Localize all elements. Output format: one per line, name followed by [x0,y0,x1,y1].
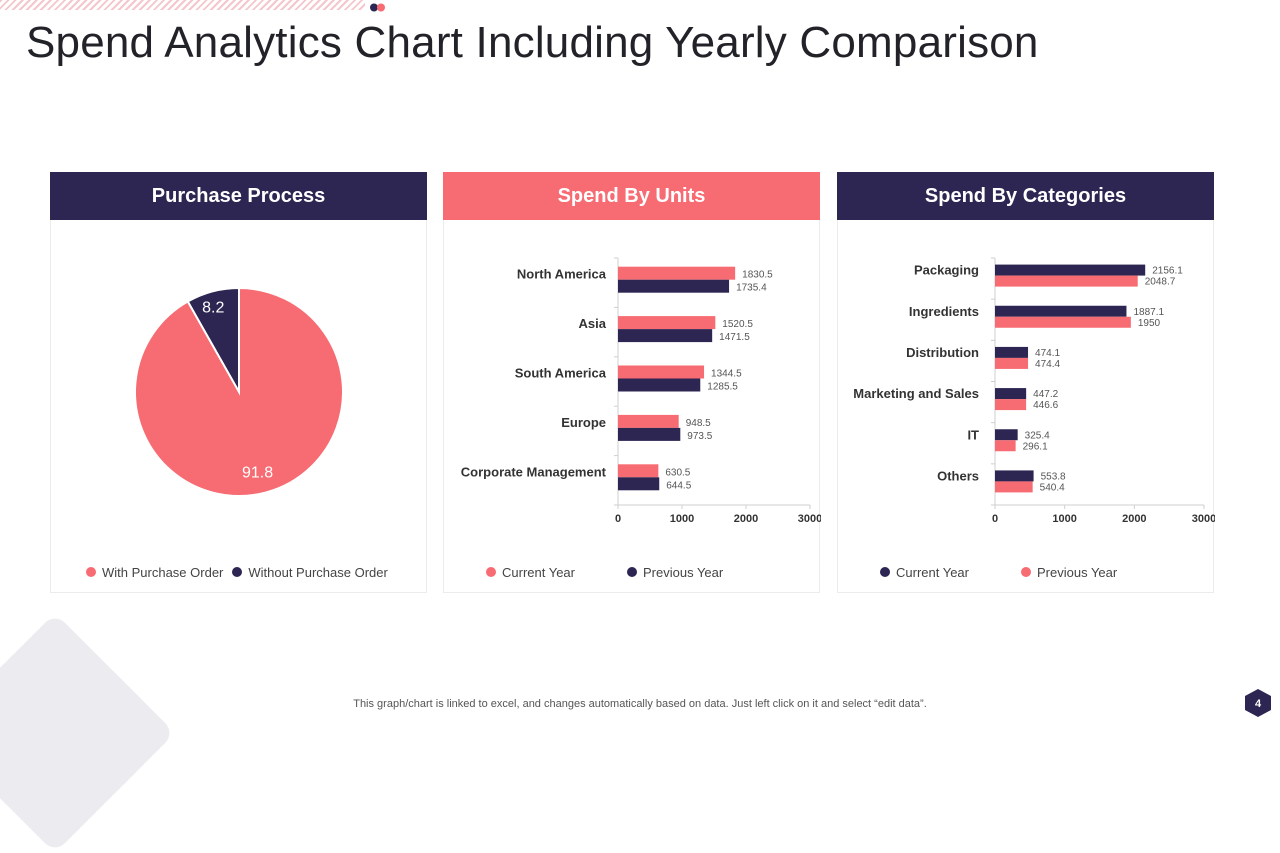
x-tick-label: 0 [992,513,998,525]
bar-asia-previous-year[interactable] [618,329,713,343]
hexagon-icon [1245,689,1271,717]
category-label-it: IT [967,427,979,442]
data-label-packaging-current-year: 2156.1 [1152,266,1183,277]
bar-packaging-current-year[interactable] [995,264,1146,276]
x-tick-label: 1000 [670,513,694,525]
units-bar-chart[interactable]: 0 1000 2000 3000 North America 1830.5 1735.4 As… [444,220,822,560]
legend-with-po: With Purchase Order [86,565,223,580]
category-label-others: Others [937,468,979,483]
x-tick-label: 3000 [798,513,821,525]
legend-previous-year: Previous Year [627,565,723,580]
pie-slice-with-purchase-order[interactable] [134,286,344,497]
bar-marketing-and-sales-previous-year[interactable] [995,399,1027,411]
category-label-europe: Europe [561,415,606,430]
bar-packaging-previous-year[interactable] [995,275,1138,287]
bar-it-current-year[interactable] [995,429,1018,441]
category-label-north-america: North America [517,267,607,282]
category-label-corporate-management: Corporate Management [461,464,607,479]
data-label-marketing-and-sales-current-year: 447.2 [1033,389,1058,400]
legend-current-year: Current Year [486,565,575,580]
decorative-shape [0,612,176,853]
units-legend: Current Year Previous Year [486,564,723,580]
pie-label-with-purchase-order: 91.8 [242,464,273,481]
bar-distribution-previous-year[interactable] [995,357,1029,369]
x-tick-label: 3000 [1192,513,1215,525]
data-label-marketing-and-sales-previous-year: 446.6 [1033,400,1058,411]
category-label-ingredients: Ingredients [909,304,979,319]
bar-north-america-previous-year[interactable] [618,279,730,293]
x-tick-label: 2000 [1122,513,1146,525]
legend-current-year: Current Year [880,565,969,580]
data-label-asia-previous-year: 1471.5 [719,332,750,343]
legend-without-po: Without Purchase Order [232,565,388,580]
data-label-europe-previous-year: 973.5 [687,431,712,442]
data-label-packaging-previous-year: 2048.7 [1145,277,1176,288]
data-label-north-america-current-year: 1830.5 [742,270,773,281]
data-label-ingredients-previous-year: 1950 [1138,318,1161,329]
pie-label-without-purchase-order: 8.2 [202,300,224,317]
data-label-distribution-previous-year: 474.4 [1035,359,1060,370]
x-tick-label: 1000 [1052,513,1076,525]
bar-others-previous-year[interactable] [995,481,1033,493]
decorative-dots [370,3,385,12]
decorative-stripe [0,0,365,10]
data-label-it-previous-year: 296.1 [1023,441,1048,452]
bar-south-america-current-year[interactable] [618,365,705,379]
page-title: Spend Analytics Chart Including Yearly C… [26,18,1039,67]
purchase-process-header: Purchase Process [50,172,427,220]
spend-by-categories-header: Spend By Categories [837,172,1214,220]
bar-it-previous-year[interactable] [995,440,1016,452]
data-label-europe-current-year: 948.5 [686,418,711,429]
bar-ingredients-previous-year[interactable] [995,316,1131,328]
data-label-distribution-current-year: 474.1 [1035,348,1060,359]
category-label-south-america: South America [515,366,607,381]
data-label-others-previous-year: 540.4 [1040,482,1065,493]
bar-europe-previous-year[interactable] [618,427,681,441]
page-number-badge: 4 [1243,688,1273,718]
bar-others-current-year[interactable] [995,470,1034,482]
data-label-south-america-current-year: 1344.5 [711,369,742,380]
legend-previous-year: Previous Year [1021,565,1117,580]
data-label-ingredients-current-year: 1887.1 [1133,307,1164,318]
purchase-process-panel: 8.2 91.8 [50,220,427,593]
page-number: 4 [1254,698,1262,710]
bar-corporate-management-current-year[interactable] [618,464,659,478]
category-label-asia: Asia [579,316,607,331]
bar-corporate-management-previous-year[interactable] [618,477,660,491]
data-label-corporate-management-previous-year: 644.5 [666,480,691,491]
category-label-marketing-and-sales: Marketing and Sales [853,386,979,401]
categories-legend: Current Year Previous Year [880,564,1117,580]
spend-by-categories-panel: 0 1000 2000 3000 Packaging 2156.1 2048.7 Ingred… [837,220,1216,593]
data-label-corporate-management-current-year: 630.5 [665,467,690,478]
category-label-packaging: Packaging [914,263,979,278]
bar-europe-current-year[interactable] [618,414,679,428]
bar-distribution-current-year[interactable] [995,346,1029,358]
data-label-asia-current-year: 1520.5 [722,319,753,330]
bar-asia-current-year[interactable] [618,316,716,330]
data-label-north-america-previous-year: 1735.4 [736,283,767,294]
spend-by-units-header: Spend By Units [443,172,820,220]
x-tick-label: 2000 [734,513,758,525]
data-label-others-current-year: 553.8 [1041,471,1066,482]
pie-chart[interactable]: 8.2 91.8 [51,220,428,560]
bar-north-america-current-year[interactable] [618,266,736,280]
pie-legend: With Purchase Order Without Purchase Ord… [86,564,388,580]
spend-by-units-panel: 0 1000 2000 3000 North America 1830.5 1735.4 As… [443,220,822,593]
x-tick-label: 0 [615,513,621,525]
bar-south-america-previous-year[interactable] [618,378,701,392]
category-label-distribution: Distribution [906,345,979,360]
data-label-it-current-year: 325.4 [1025,430,1050,441]
bar-marketing-and-sales-current-year[interactable] [995,388,1027,400]
bar-ingredients-current-year[interactable] [995,305,1127,317]
data-label-south-america-previous-year: 1285.5 [707,382,738,393]
footnote: This graph/chart is linked to excel, and… [353,698,927,710]
